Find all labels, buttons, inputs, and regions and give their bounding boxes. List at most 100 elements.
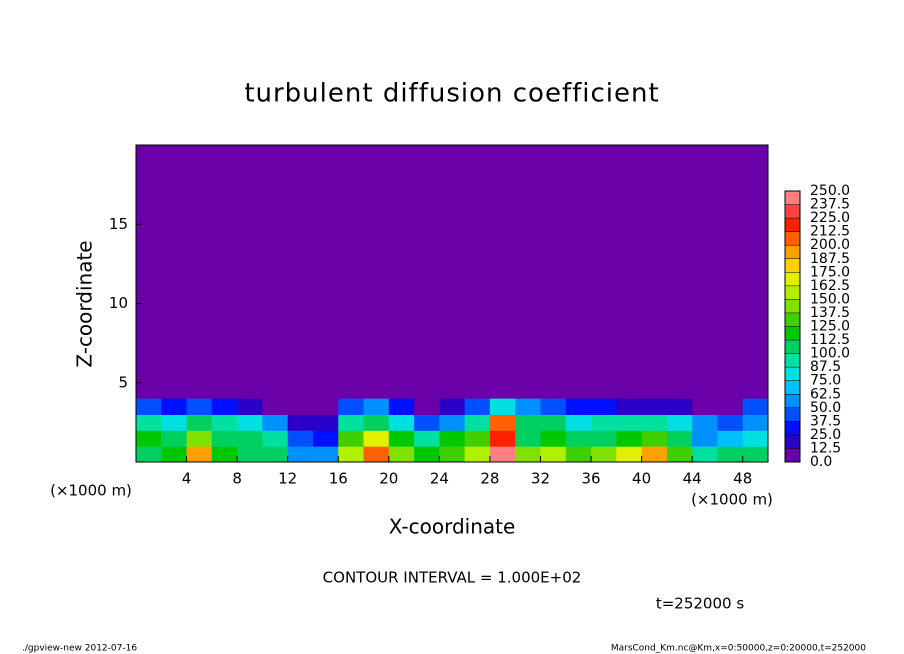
colorbar-bin <box>785 312 800 327</box>
cell <box>489 430 516 447</box>
cell <box>211 430 238 447</box>
cell <box>388 398 415 415</box>
cell <box>666 430 693 447</box>
colorbar-bin <box>785 245 800 259</box>
cell <box>565 446 592 463</box>
cell <box>338 430 365 447</box>
cell <box>742 446 769 463</box>
cell <box>237 398 263 415</box>
x-axis-label: X-coordinate <box>389 515 516 539</box>
cell <box>540 446 567 463</box>
cell <box>161 398 188 415</box>
cell <box>666 398 693 415</box>
cell <box>363 414 390 431</box>
y-tick-label: 10 <box>109 294 128 312</box>
cell <box>717 398 744 415</box>
cell <box>641 414 668 431</box>
cell <box>262 430 289 447</box>
cell <box>237 414 263 431</box>
cell <box>742 430 769 447</box>
cell <box>591 414 617 431</box>
contour-interval: CONTOUR INTERVAL = 1.000E+02 <box>323 569 582 587</box>
cell <box>287 430 314 447</box>
colorbar-label: 137.5 <box>810 305 850 321</box>
cell <box>262 446 289 463</box>
cell <box>186 446 213 463</box>
x-tick-label: 20 <box>379 470 398 488</box>
colorbar-label: 75.0 <box>810 373 841 389</box>
x-unit-label: (×1000 m) <box>691 491 773 509</box>
cell <box>464 398 491 415</box>
cell <box>439 446 466 463</box>
colorbar-bin <box>785 204 800 219</box>
cell <box>439 398 466 415</box>
cell <box>515 446 541 463</box>
colorbar-bin <box>785 394 800 408</box>
colorbar-bin <box>785 448 800 462</box>
colorbar-label: 62.5 <box>810 386 841 402</box>
cell <box>565 430 592 447</box>
cell <box>464 414 491 431</box>
cell <box>312 430 339 447</box>
cell <box>489 398 516 415</box>
cell <box>338 398 365 415</box>
cell <box>136 414 162 431</box>
cell <box>338 446 365 463</box>
cell <box>591 398 617 415</box>
colorbar-bin <box>785 380 800 395</box>
cell <box>540 398 567 415</box>
cell <box>742 398 769 415</box>
x-tick-label: 48 <box>733 470 752 488</box>
cell <box>439 430 466 447</box>
colorbar-bin <box>785 434 800 449</box>
cell <box>136 398 162 415</box>
cell <box>287 398 314 415</box>
footer-left: ./gpview-new 2012-07-16 <box>22 644 137 654</box>
cell <box>414 414 440 431</box>
cell <box>388 446 415 463</box>
cell <box>591 430 617 447</box>
cell <box>515 414 541 431</box>
cell <box>136 446 162 463</box>
cell <box>692 414 718 431</box>
y-tick-label: 5 <box>118 373 128 391</box>
cell <box>540 414 567 431</box>
cell <box>616 414 643 431</box>
colorbar-label: 175.0 <box>810 264 850 280</box>
cell <box>439 414 466 431</box>
cell <box>717 414 744 431</box>
cell <box>641 446 668 463</box>
cell <box>312 398 339 415</box>
cell <box>616 430 643 447</box>
colorbar-label: 237.5 <box>810 197 850 213</box>
colorbar-bin <box>785 218 800 232</box>
colorbar-bin <box>785 258 800 273</box>
colorbar-label: 187.5 <box>810 251 850 267</box>
cell <box>641 398 668 415</box>
cell <box>641 430 668 447</box>
chart-title: turbulent diffusion coefficient <box>244 79 659 109</box>
colorbar-label: 25.0 <box>810 427 841 443</box>
cell <box>616 398 643 415</box>
cell <box>515 430 541 447</box>
y-axis-label: Z-coordinate <box>73 240 97 367</box>
cell <box>312 446 339 463</box>
cell <box>565 398 592 415</box>
footer-right: MarsCond_Km.nc@Km,x=0:50000,z=0:20000,t=… <box>611 644 866 654</box>
cell <box>464 430 491 447</box>
colorbar-bin <box>785 367 800 381</box>
cell <box>666 414 693 431</box>
cell <box>717 430 744 447</box>
cell <box>540 430 567 447</box>
x-tick-label: 32 <box>531 470 550 488</box>
cell <box>161 430 188 447</box>
cell <box>262 398 289 415</box>
cell <box>489 414 516 431</box>
cell <box>237 430 263 447</box>
y-tick-label: 15 <box>109 215 128 233</box>
cell <box>287 414 314 431</box>
colorbar-label: 37.5 <box>810 413 841 429</box>
cell <box>565 414 592 431</box>
cell <box>414 398 440 415</box>
x-tick-label: 4 <box>182 470 192 488</box>
